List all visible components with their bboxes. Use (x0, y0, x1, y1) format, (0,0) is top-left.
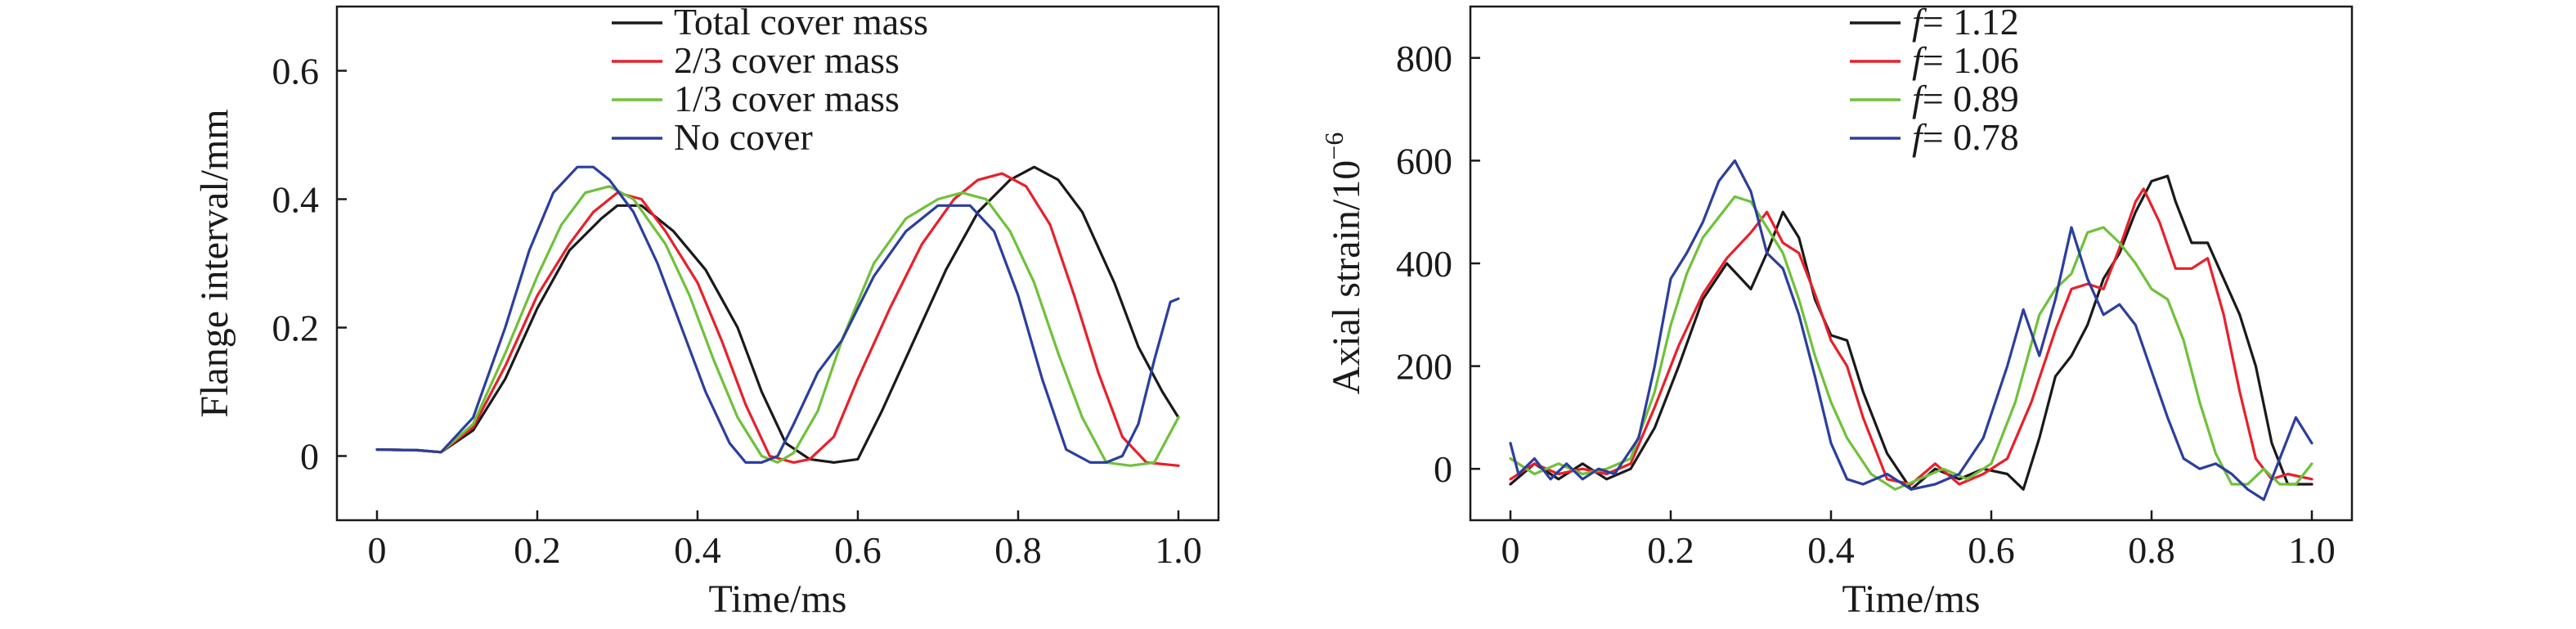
series-group (1509, 159, 2313, 501)
legend-entry-1: Total cover mass (674, 1, 928, 43)
y-tick-label: 0 (1434, 448, 1452, 490)
series-line-3 (375, 185, 1180, 467)
x-tick-label: 0.6 (834, 529, 882, 571)
y-tick-label: 800 (1396, 38, 1452, 79)
legend-value: = 1.06 (1923, 39, 2019, 81)
series-group (375, 165, 1180, 467)
x-tick-label: 0.4 (1807, 529, 1855, 571)
series-line-3 (1509, 195, 2313, 491)
y-tick-label: 600 (1396, 140, 1452, 182)
x-tick-label: 0 (1501, 529, 1520, 571)
y-axis-label: Axial strain/10−6 (1319, 133, 1368, 395)
y-tick-label: 0 (300, 436, 319, 478)
legend-entry-4: f= 0.78 (1912, 116, 2019, 158)
legend-label-text: 1/3 cover mass (674, 78, 900, 119)
legend-entry-2: f= 1.06 (1912, 39, 2019, 81)
y-axis-label: Flange interval/mm (193, 109, 236, 417)
legend: f= 1.12f= 1.06f= 0.89f= 0.78 (1850, 1, 2019, 158)
x-tick-label: 0.4 (674, 529, 721, 571)
x-tick-label: 0.2 (514, 529, 561, 571)
legend-entry-3: 1/3 cover mass (674, 78, 900, 119)
legend-entry-1: f= 1.12 (1912, 1, 2019, 43)
legend-value: = 0.78 (1923, 116, 2019, 158)
legend-label-text: 2/3 cover mass (674, 39, 900, 81)
y-axis-label-text: Axial strain/10 (1325, 160, 1368, 395)
series-line-2 (375, 172, 1180, 467)
legend-entry-2: 2/3 cover mass (674, 39, 900, 81)
y-tick-label: 200 (1396, 346, 1452, 388)
flange-interval-chart: 0 0.2 0.4 0.6 0.8 1.0 0 0.2 0.4 0.6 Time/ms Flange … (193, 1, 1220, 621)
series-line-1 (1509, 174, 2313, 491)
legend-label-text: Total cover mass (674, 1, 928, 43)
legend-entry-3: f= 0.89 (1912, 78, 2019, 119)
series-line-4 (1509, 159, 2313, 501)
legend-value: = 1.12 (1923, 1, 2019, 43)
y-tick-label: 0.4 (272, 179, 320, 221)
legend-label-text: No cover (674, 116, 813, 158)
series-line-2 (1509, 187, 2313, 486)
plot-frame (1469, 5, 2354, 522)
x-tick-label: 1.0 (2288, 529, 2336, 571)
x-tick-label: 0.8 (994, 529, 1042, 571)
series-line-1 (375, 165, 1180, 465)
x-tick-label: 0.2 (1647, 529, 1694, 571)
y-tick-label: 0.6 (272, 51, 320, 92)
x-axis-label: Time/ms (709, 577, 847, 621)
x-tick-label: 1.0 (1155, 529, 1202, 571)
x-axis-label: Time/ms (1842, 577, 1981, 621)
y-tick-label: 0.2 (272, 308, 320, 349)
x-tick-label: 0.8 (2128, 529, 2175, 571)
series-line-4 (375, 165, 1180, 465)
y-axis-label-exponent: −6 (1319, 133, 1349, 160)
legend-value: = 0.89 (1923, 78, 2019, 119)
x-tick-label: 0.6 (1968, 529, 2015, 571)
y-tick-label: 400 (1396, 243, 1452, 285)
plot-frame (335, 5, 1220, 522)
x-tick-label: 0 (368, 529, 387, 571)
y-axis-label-text: Flange interval/mm (193, 109, 236, 417)
axial-strain-chart: 0 0.2 0.4 0.6 0.8 1.0 0 200 400 600 800 Time/ms Axia… (1319, 1, 2354, 621)
legend-entry-4: No cover (674, 116, 813, 158)
